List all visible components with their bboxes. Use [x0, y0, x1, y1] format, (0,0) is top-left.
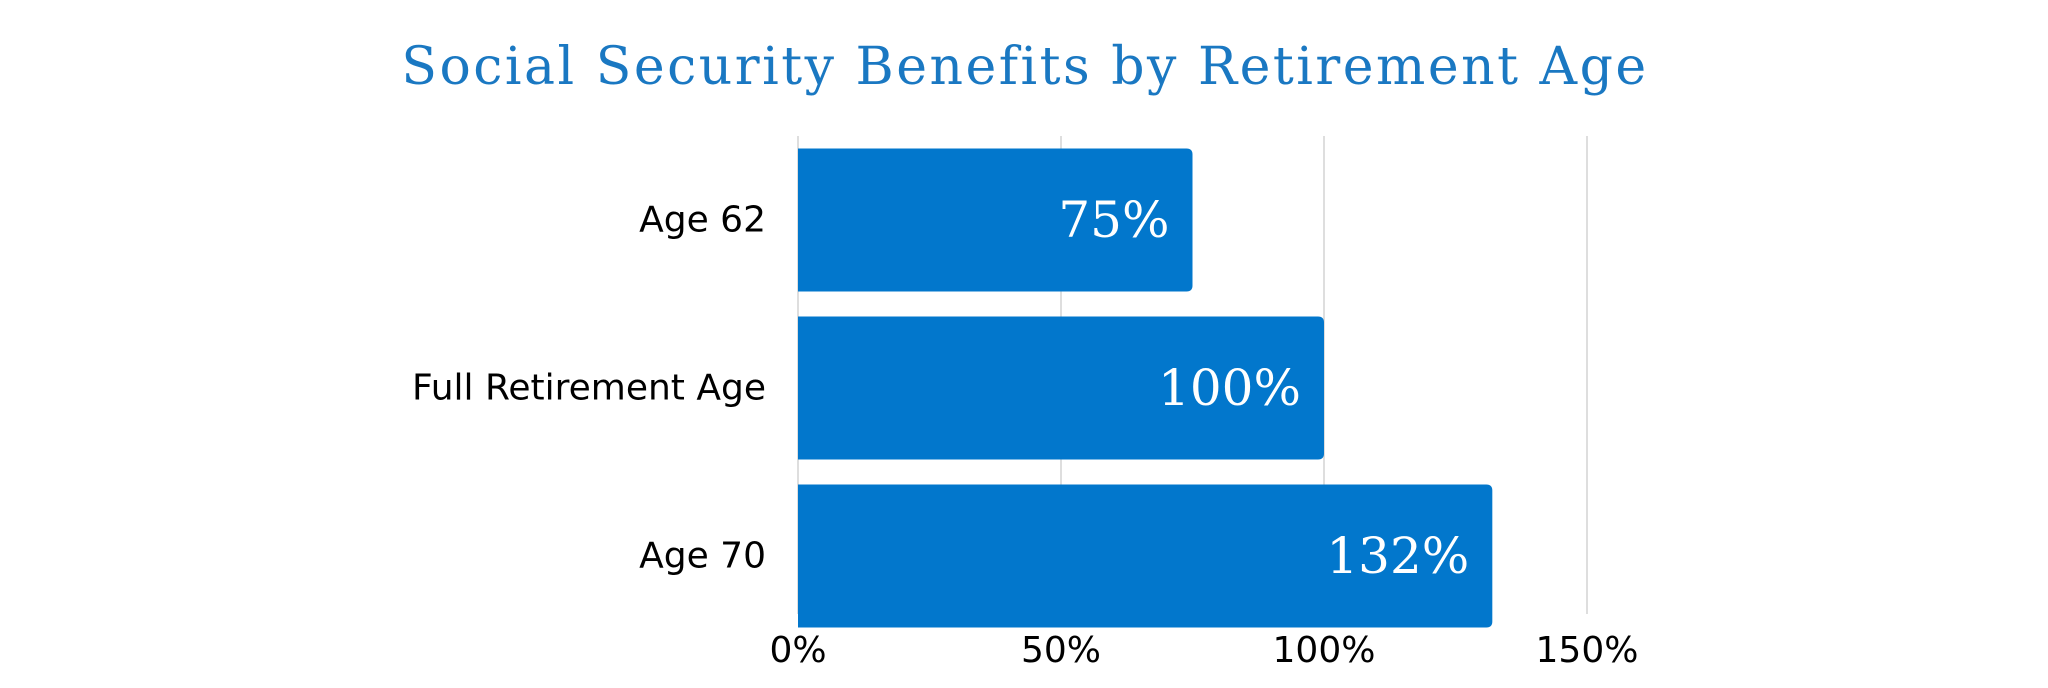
bar-age-70 [798, 484, 1493, 628]
data-labels: 75% 100% 132% [1058, 191, 1469, 585]
chart-title: Social Security Benefits by Retirement A… [401, 37, 1648, 97]
category-labels: Age 62 Full Retirement Age Age 70 [412, 200, 766, 577]
category-label-full-retirement-age: Full Retirement Age [412, 368, 766, 409]
category-label-age-62: Age 62 [639, 200, 766, 241]
data-label-age-70: 132% [1326, 527, 1469, 585]
x-tick-label-100: 100% [1273, 630, 1376, 671]
category-label-age-70: Age 70 [639, 536, 766, 577]
bar-age-62 [798, 148, 1193, 292]
x-axis-tick-labels: 0% 50% 100% 150% [769, 630, 1638, 671]
x-tick-label-50: 50% [1021, 630, 1101, 671]
x-tick-label-150: 150% [1536, 630, 1639, 671]
bar-full-retirement-age [798, 316, 1324, 460]
data-label-full-retirement-age: 100% [1158, 359, 1301, 417]
x-tick-label-0: 0% [769, 630, 826, 671]
data-label-age-62: 75% [1058, 191, 1169, 249]
bars [798, 148, 1493, 628]
